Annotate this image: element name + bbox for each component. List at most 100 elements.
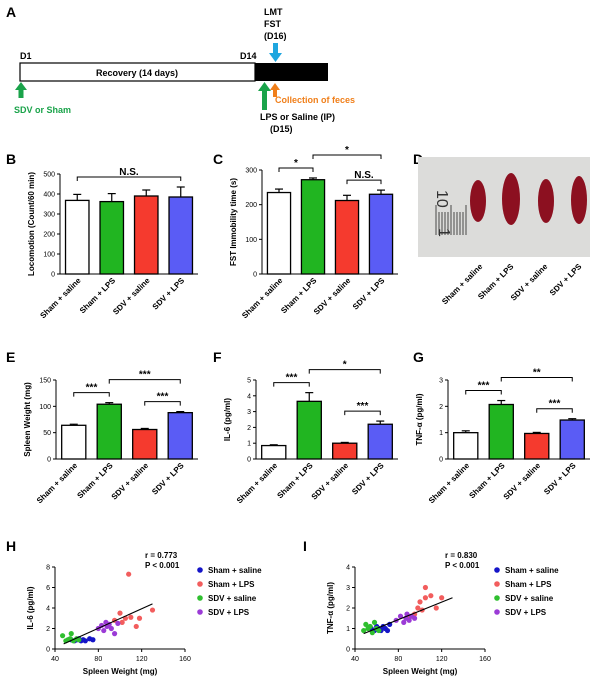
chart-h: 0 2 4 6 8 40 80 120 160 Spleen Weight (mg) IL-6 (p…: [26, 551, 262, 676]
panel-letter-f: F: [213, 349, 222, 365]
y-tick-label-c: 300: [245, 168, 257, 175]
y-tick-label-f: 1: [247, 441, 251, 448]
legend-label-h-2: Sham + LPS: [208, 580, 255, 589]
regression-line-i: [363, 597, 453, 635]
panel-letter-h: H: [6, 538, 16, 554]
significance-bracket-f: [273, 382, 310, 387]
recovery-label: Recovery (14 days): [96, 68, 178, 78]
significance-label-g: **: [533, 368, 541, 379]
y-tick-label-h: 8: [46, 565, 50, 572]
y-axis-label-c: FST Immobility time (s): [229, 178, 238, 266]
point-h-series-2: [128, 614, 134, 620]
bar-f-2: [296, 400, 322, 460]
bar-g-4: [559, 419, 585, 460]
stat-r-i: r = 0.830: [445, 551, 478, 560]
significance-label-f: ***: [357, 401, 369, 412]
significance-bracket-f: [344, 410, 381, 416]
y-tick-label-h: 4: [46, 606, 50, 613]
legend-label-i-2: Sham + LPS: [505, 580, 552, 589]
x-tick-label-i: 40: [351, 656, 359, 663]
x-tick-label-h: 120: [136, 656, 148, 663]
lps-day-label: (D15): [270, 124, 293, 134]
point-h-series-4: [115, 620, 121, 626]
point-i-series-4: [406, 617, 412, 623]
y-tick-label-b: 200: [43, 232, 55, 239]
bar-e-2: [96, 403, 122, 460]
spleen-sdv-saline: [538, 179, 554, 223]
y-axis-label-e: Spleen Weight (mg): [23, 382, 32, 457]
panel-d-photo: 10 1 Sham + saline Sham + LPS SDV + sali…: [418, 157, 590, 306]
panel-a-timeline: A Recovery (14 days) D1 D14 SDV or Sham …: [6, 4, 355, 134]
x-tick-label-i: 120: [436, 656, 448, 663]
legend-marker-i-4: [494, 609, 500, 615]
significance-bracket-g: [465, 390, 502, 395]
y-tick-label-c: 100: [245, 237, 257, 244]
y-tick-label-g: 2: [439, 404, 443, 411]
legend-marker-i-2: [494, 581, 500, 587]
significance-bracket-c: [312, 154, 382, 159]
significance-bracket-f: [308, 369, 381, 374]
spleen-sham-saline: [470, 180, 486, 222]
point-i-series-3: [363, 621, 369, 628]
regression-line-h: [63, 603, 153, 645]
legend-marker-h-3: [197, 595, 203, 601]
category-label-f: SDV + saline: [310, 461, 351, 502]
bar-b-3: [133, 195, 159, 275]
category-label-c: Sham + saline: [240, 276, 285, 321]
point-h-series-1: [82, 638, 88, 644]
panel-letter-a: A: [6, 4, 16, 20]
panel-letter-c: C: [213, 151, 223, 167]
bar-f-4: [367, 423, 393, 460]
legend-label-h-3: SDV + saline: [208, 594, 257, 603]
spleen-sdv-lps: [571, 176, 587, 224]
legend-marker-h-4: [197, 609, 203, 615]
legend-marker-h-1: [197, 567, 203, 573]
y-tick-label-i: 0: [346, 647, 350, 654]
y-tick-label-b: 100: [43, 252, 55, 259]
point-h-series-3: [68, 631, 74, 637]
point-i-series-1: [384, 627, 391, 634]
bar-g-2: [488, 403, 514, 460]
point-i-series-3: [367, 623, 373, 630]
x-tick-label-i: 80: [394, 656, 402, 663]
point-i-series-4: [411, 615, 418, 621]
test-period-bar: [255, 63, 328, 81]
y-tick-label-g: 3: [439, 378, 443, 385]
significance-bracket-e: [144, 401, 181, 406]
category-label-f: SDV + LPS: [350, 461, 386, 497]
bar-c-3: [334, 199, 360, 275]
bar-b-4: [168, 196, 194, 275]
spleen-sham-lps: [502, 173, 520, 225]
lmt-fst-day-label: (D16): [264, 31, 287, 41]
chart-e: 0 50 100 150 Spleen Weight (mg)Sham + saline…: [23, 370, 198, 505]
significance-label-c: N.S.: [354, 170, 374, 181]
lps-arrow-icon: [258, 82, 271, 110]
point-i-series-3: [371, 619, 378, 625]
y-axis-label-i: TNF-α (pg/ml): [326, 582, 335, 634]
point-i-series-2: [428, 593, 434, 599]
feces-arrow-icon: [270, 83, 280, 97]
bar-c-2: [300, 179, 326, 275]
d14-label: D14: [240, 51, 257, 61]
ruler-icon: [435, 205, 467, 235]
fst-label: FST: [264, 19, 282, 29]
panel-letter-e: E: [6, 349, 15, 365]
category-label-b: SDV + saline: [111, 276, 152, 317]
significance-bracket-g: [536, 408, 573, 413]
category-label-e: SDV + saline: [110, 461, 151, 502]
y-tick-label-b: 400: [43, 192, 55, 199]
y-tick-label-i: 2: [346, 606, 350, 613]
significance-label-g: ***: [478, 381, 490, 392]
significance-label-g: ***: [549, 399, 561, 410]
point-i-series-4: [397, 613, 404, 619]
bar-c-1: [266, 191, 292, 275]
point-h-series-4: [111, 631, 118, 637]
y-tick-label-i: 4: [346, 565, 350, 572]
x-tick-label-h: 80: [94, 656, 102, 663]
legend-label-h-1: Sham + saline: [208, 566, 262, 575]
panel-letter-g: G: [413, 349, 424, 365]
chart-i: 0 1 2 3 4 40 80 120 160 Spleen Weight (mg) TNF-α (…: [326, 551, 559, 676]
x-axis-label-i: Spleen Weight (mg): [383, 667, 458, 676]
